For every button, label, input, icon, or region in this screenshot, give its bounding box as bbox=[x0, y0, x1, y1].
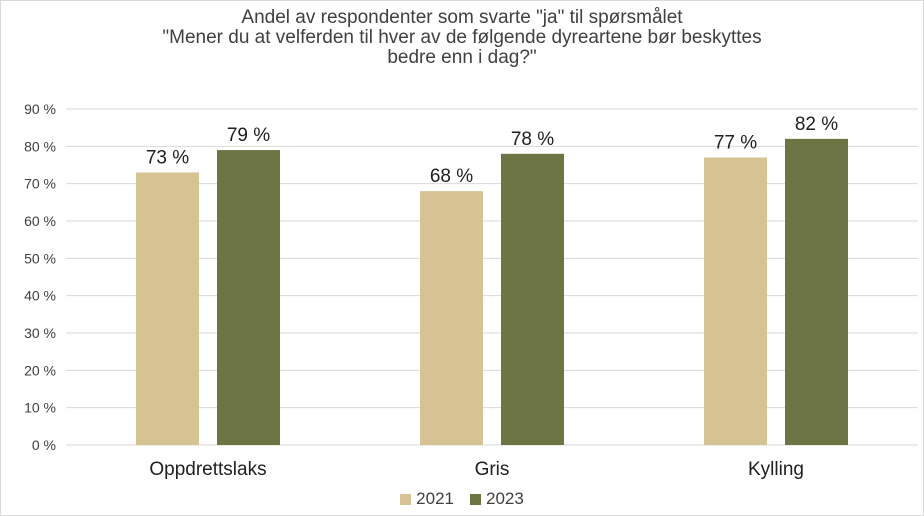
chart-title-line-2: "Mener du at velferden til hver av de fø… bbox=[162, 27, 762, 48]
x-category-label: Oppdrettslaks bbox=[149, 459, 266, 480]
bar-2023 bbox=[217, 150, 280, 446]
y-tick-label: 0 % bbox=[32, 437, 56, 453]
legend-swatch-2023 bbox=[470, 493, 481, 505]
bar-2023 bbox=[501, 153, 564, 446]
data-label: 68 % bbox=[430, 166, 473, 187]
y-tick-label: 10 % bbox=[24, 400, 56, 416]
chart-legend: 2021 2023 bbox=[0, 489, 924, 509]
legend-label-2021: 2021 bbox=[416, 489, 454, 508]
data-label: 78 % bbox=[511, 129, 554, 150]
x-category-label: Gris bbox=[475, 459, 510, 480]
y-tick-label: 70 % bbox=[24, 176, 56, 192]
x-category-label: Kylling bbox=[748, 459, 804, 480]
bar-2021 bbox=[420, 191, 483, 445]
y-tick-label: 50 % bbox=[24, 250, 56, 266]
data-label: 79 % bbox=[227, 125, 270, 146]
legend-label-2023: 2023 bbox=[486, 489, 524, 508]
y-tick-label: 20 % bbox=[24, 362, 56, 378]
bar-2021 bbox=[704, 157, 767, 446]
y-tick-label: 30 % bbox=[24, 325, 56, 341]
data-label: 73 % bbox=[146, 147, 189, 168]
y-tick-label: 40 % bbox=[24, 288, 56, 304]
bar-2021 bbox=[136, 172, 199, 445]
chart-title-line-3: bedre enn i dag?" bbox=[387, 47, 537, 68]
chart-title-line-1: Andel av respondenter som svarte "ja" ti… bbox=[241, 7, 683, 28]
y-tick-label: 60 % bbox=[24, 213, 56, 229]
bar-2023 bbox=[785, 138, 848, 445]
y-tick-label: 80 % bbox=[24, 138, 56, 154]
legend-item-2023: 2023 bbox=[470, 489, 524, 509]
legend-swatch-2021 bbox=[400, 493, 412, 505]
data-label: 82 % bbox=[795, 114, 838, 135]
y-tick-label: 90 % bbox=[24, 101, 56, 117]
legend-item-2021: 2021 bbox=[400, 489, 454, 509]
data-label: 77 % bbox=[714, 133, 757, 154]
